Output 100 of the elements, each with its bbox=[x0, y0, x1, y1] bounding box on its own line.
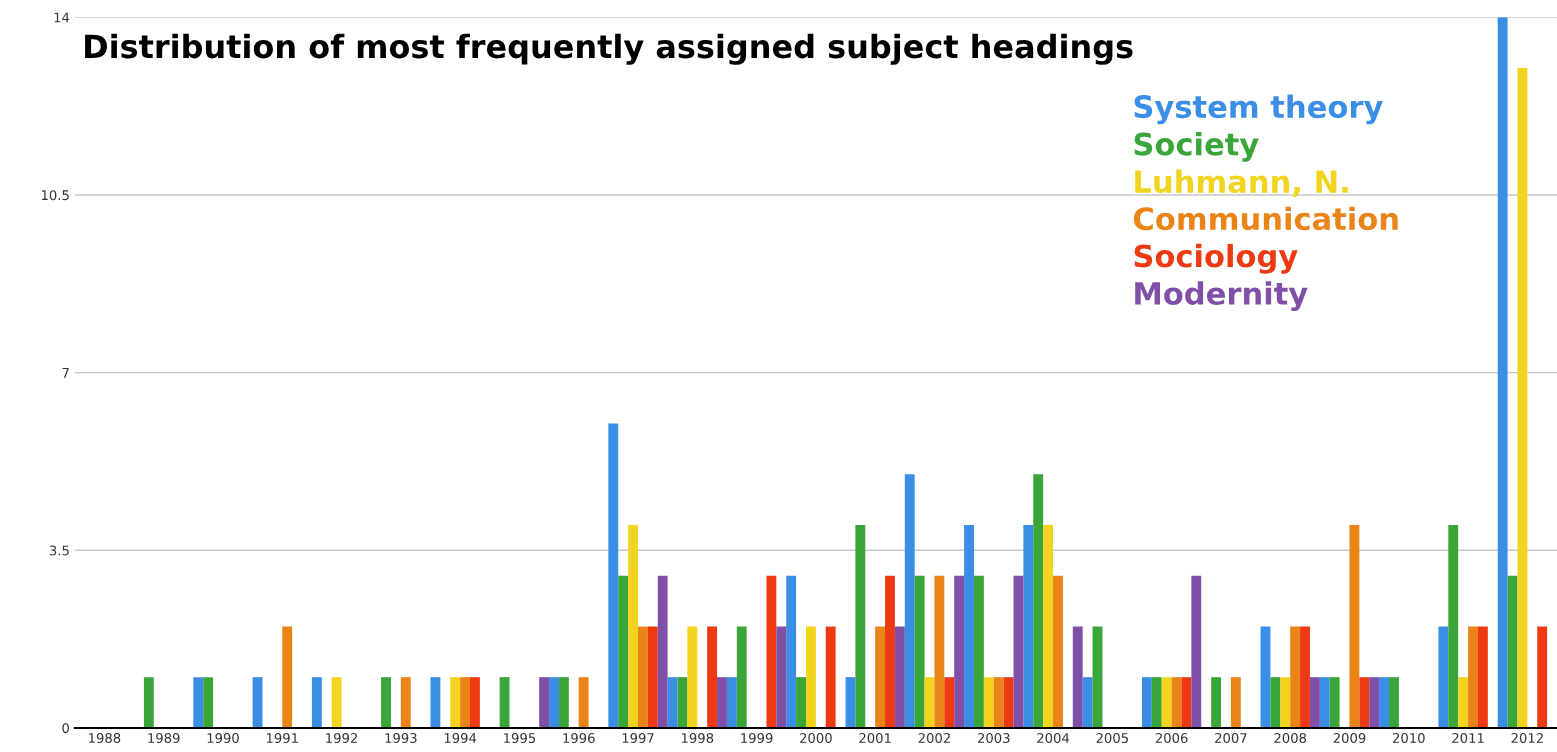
bar bbox=[726, 677, 737, 728]
bar bbox=[1468, 626, 1478, 728]
text: Luhmann, N. bbox=[1135, 169, 1348, 197]
bar bbox=[1280, 677, 1291, 728]
bar bbox=[1379, 677, 1390, 728]
bar bbox=[558, 677, 569, 728]
bar bbox=[983, 677, 994, 728]
x-tick-label: 2003 bbox=[977, 733, 1010, 744]
text: Communication bbox=[1133, 206, 1398, 231]
bar bbox=[1023, 524, 1034, 728]
bar bbox=[1497, 17, 1508, 728]
bar bbox=[914, 575, 925, 728]
bar bbox=[143, 677, 154, 728]
x-tick-label: 2009 bbox=[1333, 733, 1366, 744]
bar bbox=[1092, 626, 1103, 728]
bar bbox=[1161, 677, 1172, 728]
bar bbox=[638, 626, 648, 728]
bar bbox=[1151, 677, 1162, 728]
y-tick-label: 3.5 bbox=[49, 545, 69, 556]
bar bbox=[1537, 626, 1548, 728]
bar bbox=[381, 677, 391, 728]
bar bbox=[1290, 626, 1301, 728]
x-tick-label: 2002 bbox=[918, 733, 950, 744]
x-tick-label: 1992 bbox=[326, 733, 358, 744]
bar bbox=[499, 677, 510, 728]
bar bbox=[311, 677, 322, 728]
bar bbox=[825, 626, 836, 728]
y-tick-label: 7 bbox=[62, 368, 69, 378]
text: Sociology bbox=[1134, 243, 1298, 274]
x-tick-label: 1999 bbox=[741, 733, 773, 744]
x-tick-label: 2001 bbox=[859, 733, 891, 744]
bar bbox=[786, 575, 797, 728]
bar bbox=[1043, 524, 1054, 728]
bar bbox=[944, 677, 955, 728]
bar bbox=[894, 626, 905, 728]
text: System theory bbox=[1134, 94, 1383, 125]
bar bbox=[193, 677, 204, 728]
bar bbox=[776, 626, 787, 728]
text: Modernity bbox=[1135, 281, 1308, 312]
x-tick-label: 2008 bbox=[1274, 733, 1307, 744]
bar bbox=[1003, 677, 1014, 728]
bar bbox=[1477, 626, 1488, 728]
text: Distribution of most frequently assigned subject headings bbox=[85, 33, 1133, 65]
bar bbox=[430, 677, 441, 728]
bar bbox=[1319, 677, 1330, 728]
bar bbox=[934, 575, 945, 728]
x-tick-label: 1996 bbox=[563, 733, 595, 744]
bar bbox=[904, 474, 915, 728]
bar bbox=[1270, 677, 1281, 728]
bar bbox=[875, 626, 886, 728]
bar bbox=[608, 423, 619, 728]
bar bbox=[736, 626, 747, 728]
bar bbox=[1448, 524, 1459, 728]
bar bbox=[1458, 677, 1469, 728]
bar bbox=[1507, 575, 1518, 728]
bar bbox=[1211, 677, 1222, 728]
bar bbox=[450, 677, 461, 728]
x-tick-label: 2004 bbox=[1037, 733, 1070, 744]
bar bbox=[1033, 474, 1044, 728]
bar bbox=[282, 626, 293, 728]
bar bbox=[1389, 677, 1399, 728]
x-tick-label: 1989 bbox=[148, 733, 180, 744]
text: Society bbox=[1134, 131, 1259, 162]
bar bbox=[707, 626, 718, 728]
bar bbox=[1141, 677, 1152, 728]
bar bbox=[1072, 626, 1083, 728]
bar bbox=[805, 626, 816, 728]
bar bbox=[796, 677, 806, 728]
bar bbox=[1171, 677, 1182, 728]
x-tick-label: 1998 bbox=[681, 733, 714, 744]
x-tick-label: 1990 bbox=[207, 733, 239, 744]
y-tick-label: 0 bbox=[62, 723, 69, 734]
bar bbox=[885, 575, 895, 728]
bar bbox=[973, 575, 984, 728]
x-tick-label: 1997 bbox=[622, 733, 654, 744]
y-tick-label: 10.5 bbox=[41, 190, 69, 201]
bar bbox=[1359, 677, 1370, 728]
bar bbox=[252, 677, 263, 728]
bar bbox=[470, 677, 480, 728]
bar bbox=[1181, 677, 1192, 728]
bar bbox=[1082, 677, 1093, 728]
bar bbox=[1013, 575, 1024, 728]
bar bbox=[460, 677, 471, 728]
y-tick-label: 14 bbox=[54, 12, 70, 23]
bar bbox=[1369, 677, 1380, 728]
bar bbox=[687, 626, 698, 728]
bar bbox=[1260, 626, 1271, 728]
x-tick-label: 1994 bbox=[444, 733, 477, 744]
bar bbox=[400, 677, 411, 728]
bar bbox=[845, 677, 856, 728]
bar bbox=[717, 677, 727, 728]
bar bbox=[1349, 524, 1360, 728]
x-tick-label: 2000 bbox=[800, 733, 832, 744]
bar bbox=[677, 677, 688, 728]
bar bbox=[766, 575, 777, 728]
bar bbox=[855, 524, 866, 728]
bar bbox=[539, 677, 550, 728]
bar bbox=[1329, 677, 1340, 728]
bar bbox=[203, 677, 214, 728]
x-tick-label: 1995 bbox=[504, 733, 536, 744]
